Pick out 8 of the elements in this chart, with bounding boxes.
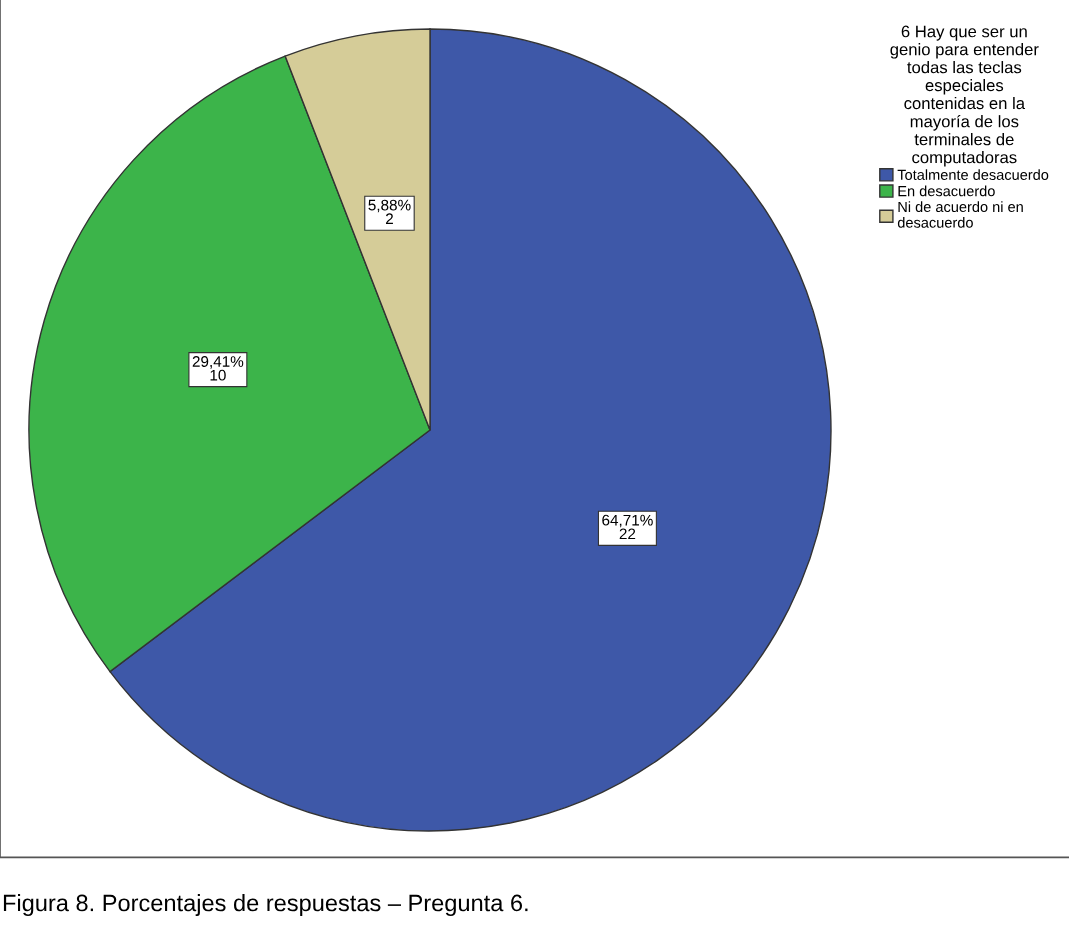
- legend-label: En desacuerdo: [898, 185, 995, 197]
- legend-title: 6 Hay que ser un genio para entender todas las teclas especiales contenidas en la mayoría de los terminales de computadoras: [890, 25, 1039, 167]
- data-label: 64,71% 22: [602, 514, 653, 540]
- legend-label: Ni de acuerdo ni en desacuerdo: [897, 201, 1023, 228]
- data-label: 5,88% 2: [368, 199, 411, 225]
- legend-label: Totalmente desacuerdo: [897, 169, 1049, 180]
- data-label: 29,41% 10: [192, 356, 244, 381]
- text: Figura 8. Porcentajes de respuestas – Pregunta 6.: [3, 893, 528, 917]
